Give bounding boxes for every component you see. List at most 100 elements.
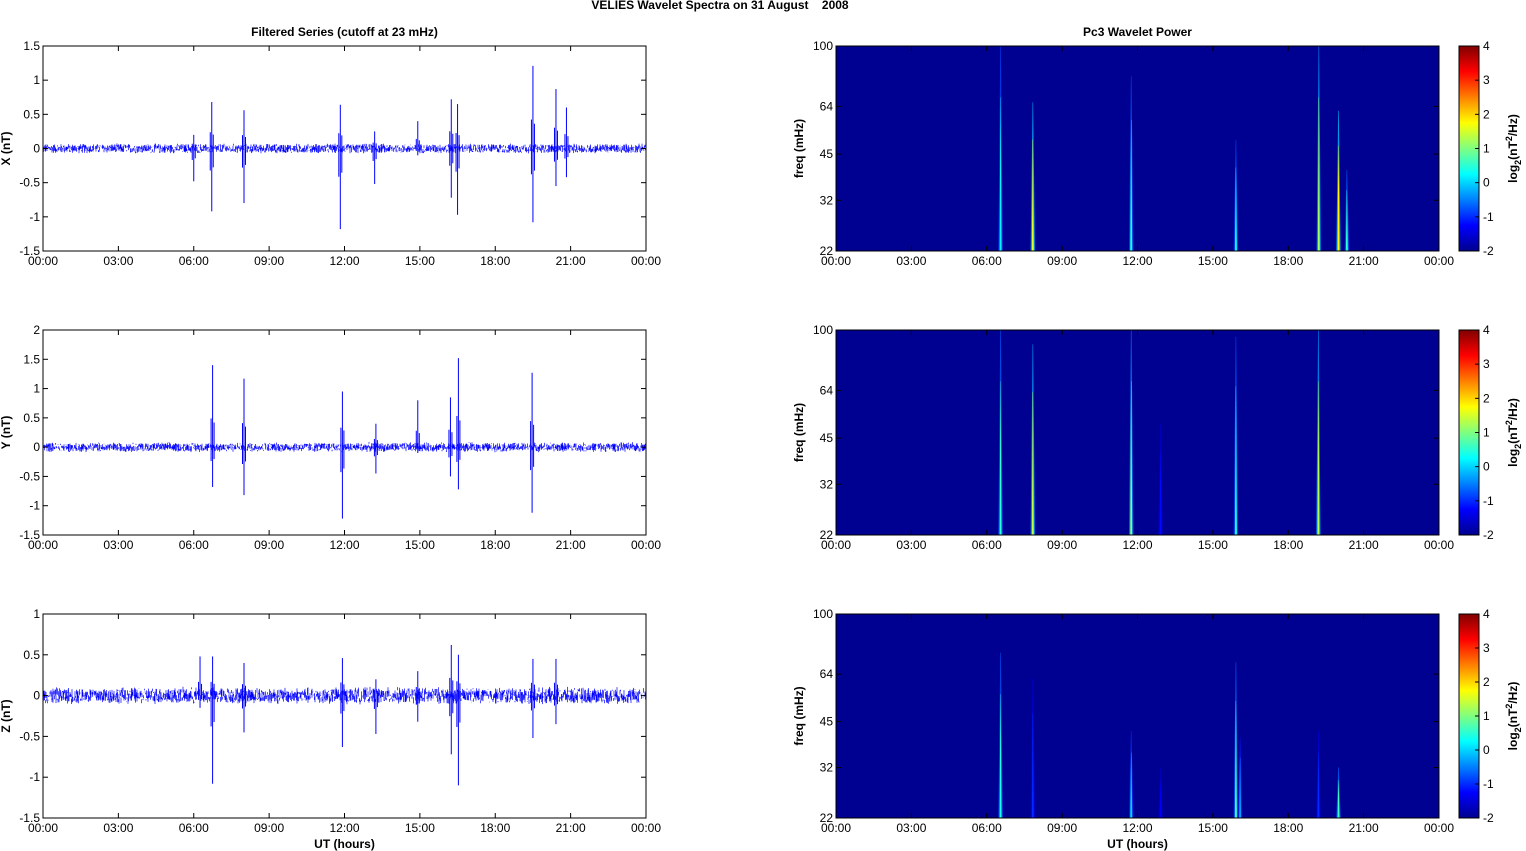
colorbar-tick-label: 4	[1483, 323, 1490, 337]
x-tick-label: 06:00	[179, 254, 209, 268]
colorbar-tick-label: -2	[1483, 528, 1494, 542]
y-tick-label: 45	[820, 431, 834, 445]
y-tick-label: 0	[33, 689, 40, 703]
x-tick-label: 00:00	[631, 821, 661, 835]
y-tick-label: 1	[33, 607, 40, 621]
x-tick-label: 00:00	[821, 821, 851, 835]
y-tick-label: 0.5	[23, 411, 40, 425]
x-tick-label: 00:00	[631, 538, 661, 552]
x-tick-label: 21:00	[556, 538, 586, 552]
y-tick-label: -0.5	[19, 176, 40, 190]
y-tick-label: 22	[820, 528, 834, 542]
x-tick-label: 18:00	[1273, 821, 1303, 835]
y-tick-label: 100	[813, 39, 833, 53]
x-tick-label: 06:00	[972, 821, 1002, 835]
colorbar-tick-label: -1	[1483, 494, 1494, 508]
colorbar-tick-label: -1	[1483, 210, 1494, 224]
x-axis-label: UT (hours)	[314, 837, 375, 851]
colorbar-tick-label: -1	[1483, 777, 1494, 791]
x-tick-label: 00:00	[821, 538, 851, 552]
x-tick-label: 09:00	[1047, 538, 1077, 552]
x-tick-label: 09:00	[254, 538, 284, 552]
x-tick-label: 09:00	[1047, 821, 1077, 835]
power-streak-core	[1234, 167, 1237, 251]
y-tick-label: 32	[820, 761, 834, 775]
y-tick-label: 1.5	[23, 39, 40, 53]
y-tick-label: -1.5	[19, 244, 40, 258]
y-tick-label: 32	[820, 193, 834, 207]
power-streak-core	[999, 381, 1002, 535]
x-tick-label: 06:00	[179, 821, 209, 835]
y-tick-label: 0	[33, 142, 40, 156]
y-tick-label: -1	[29, 210, 40, 224]
x-tick-label: 21:00	[1349, 821, 1379, 835]
y-tick-label: -1.5	[19, 811, 40, 825]
y-tick-label: 0	[33, 440, 40, 454]
x-tick-label: 18:00	[480, 538, 510, 552]
x-tick-label: 12:00	[1122, 254, 1152, 268]
x-tick-label: 21:00	[1349, 254, 1379, 268]
colorbar-label: log2(nT2/Hz)	[1504, 682, 1523, 751]
filtered-x-chart: -1.5 -1 -0.5 0 0.5 1 1.5 00:00 03:00 06:00 09:00 12…	[0, 25, 661, 268]
power-streak-core	[1234, 701, 1237, 818]
y-tick-label: 100	[813, 323, 833, 337]
y-tick-label: 0.5	[23, 648, 40, 662]
y-tick-label: 22	[820, 244, 834, 258]
y-axis-label: freq (mHz)	[792, 403, 806, 462]
power-streak-core	[999, 97, 1002, 251]
x-tick-label: 15:00	[1198, 538, 1228, 552]
power-streak-core	[1234, 386, 1237, 535]
heatmap-background	[836, 330, 1439, 535]
x-tick-label: 15:00	[1198, 254, 1228, 268]
x-tick-label: 03:00	[896, 538, 926, 552]
wavelet-y-chart: 22 32 45 64 100 -2 -1 0 1 2 3 4 log2(nT2/Hz) 00:00 03:…	[792, 323, 1523, 552]
y-tick-label: 64	[820, 383, 834, 397]
y-axis-label: X (nT)	[0, 132, 13, 166]
y-tick-label: 32	[820, 477, 834, 491]
colorbar-tick-label: 2	[1483, 675, 1490, 689]
x-tick-label: 15:00	[405, 254, 435, 268]
power-streak-core	[1130, 381, 1133, 535]
x-tick-label: 00:00	[1424, 254, 1454, 268]
x-tick-label: 15:00	[405, 538, 435, 552]
colorbar-tick-label: 1	[1483, 426, 1490, 440]
y-tick-label: -0.5	[19, 729, 40, 743]
x-tick-label: 21:00	[556, 254, 586, 268]
colorbar-tick-label: 0	[1483, 176, 1490, 190]
filtered-z-chart: -1.5 -1 -0.5 0 0.5 1 00:00 03:00 06:00 09:00 12:00…	[0, 607, 661, 851]
power-streak-core	[1130, 752, 1133, 818]
x-tick-label: 18:00	[1273, 538, 1303, 552]
x-tick-label: 03:00	[103, 821, 133, 835]
y-tick-label: -1.5	[19, 528, 40, 542]
x-tick-label: 21:00	[1349, 538, 1379, 552]
colorbar-tick-label: 1	[1483, 142, 1490, 156]
power-streak-core	[1317, 752, 1320, 818]
x-tick-label: 18:00	[480, 821, 510, 835]
power-streak-core	[1345, 190, 1348, 251]
x-tick-label: 18:00	[480, 254, 510, 268]
x-tick-label: 00:00	[28, 538, 58, 552]
colorbar-tick-label: 4	[1483, 39, 1490, 53]
power-streak-core	[1031, 139, 1034, 251]
x-tick-label: 12:00	[329, 821, 359, 835]
y-tick-label: 0.5	[23, 107, 40, 121]
colorbar-tick-label: 1	[1483, 709, 1490, 723]
power-streak-core	[1337, 780, 1340, 818]
x-axis-label: UT (hours)	[1107, 837, 1168, 851]
y-tick-label: 45	[820, 147, 834, 161]
y-axis-label: freq (mHz)	[792, 119, 806, 178]
plot-area	[43, 330, 646, 535]
power-streak-core	[1159, 451, 1162, 535]
colorbar-tick-label: 3	[1483, 73, 1490, 87]
colorbar-tick-label: 4	[1483, 607, 1490, 621]
y-tick-label: 22	[820, 811, 834, 825]
power-streak-core	[999, 694, 1002, 818]
x-tick-label: 06:00	[179, 538, 209, 552]
x-tick-label: 15:00	[405, 821, 435, 835]
x-tick-label: 15:00	[1198, 821, 1228, 835]
x-tick-label: 00:00	[1424, 538, 1454, 552]
x-tick-label: 12:00	[1122, 538, 1152, 552]
x-tick-label: 03:00	[896, 821, 926, 835]
x-tick-label: 00:00	[821, 254, 851, 268]
y-tick-label: 1	[33, 73, 40, 87]
